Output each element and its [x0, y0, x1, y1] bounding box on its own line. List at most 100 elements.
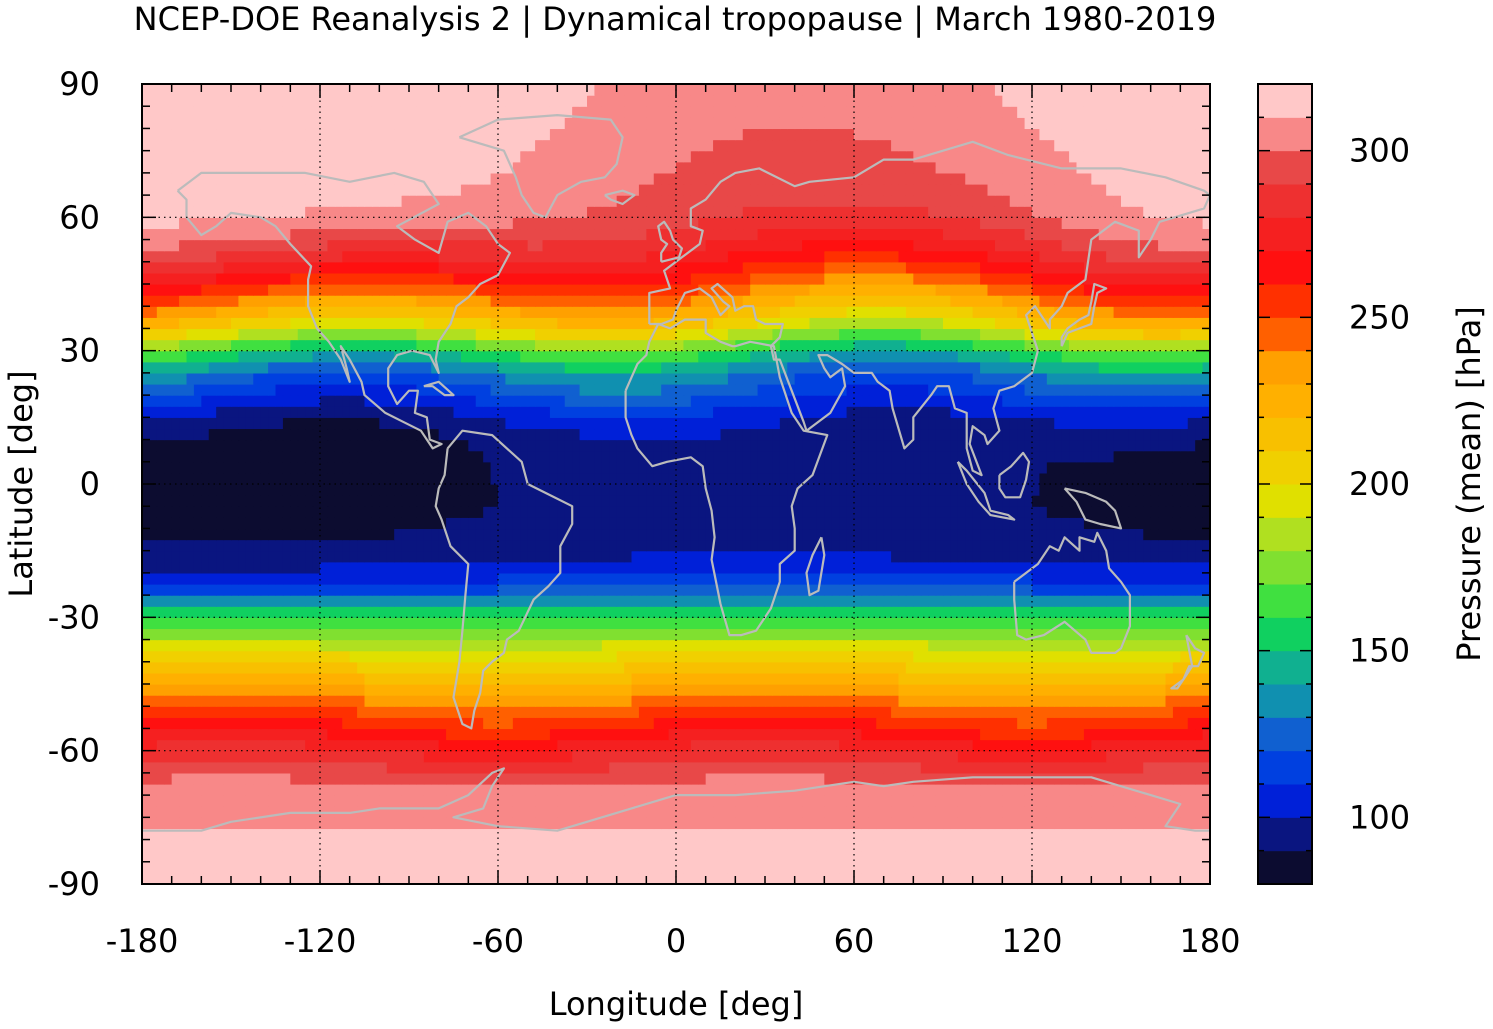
field-cell: [142, 595, 151, 607]
field-cell: [816, 661, 825, 674]
field-cell: [854, 828, 863, 841]
field-cell: [468, 795, 477, 807]
field-cell: [253, 695, 262, 707]
field-cell: [920, 706, 929, 718]
field-cell: [683, 572, 692, 585]
field-cell: [905, 806, 914, 818]
field-cell: [305, 772, 314, 785]
field-cell: [928, 728, 937, 741]
field-cell: [349, 495, 358, 507]
field-cell: [149, 772, 158, 785]
field-cell: [564, 739, 573, 752]
field-cell: [297, 839, 306, 852]
field-cell: [854, 739, 863, 752]
field-cell: [676, 695, 685, 707]
field-cell: [460, 728, 469, 741]
field-cell: [282, 661, 291, 674]
field-cell: [253, 684, 262, 696]
field-cell: [1150, 661, 1159, 674]
field-cell: [943, 561, 952, 574]
field-cell: [305, 584, 314, 596]
field-cell: [1113, 539, 1122, 552]
field-cell: [713, 861, 722, 874]
field-cell: [527, 772, 536, 785]
field-cell: [334, 695, 343, 707]
field-cell: [475, 728, 484, 741]
field-cell: [549, 495, 558, 507]
field-cell: [208, 606, 217, 618]
field-cell: [1180, 861, 1189, 874]
field-cell: [238, 850, 247, 863]
field-cell: [1195, 661, 1204, 674]
field-cell: [1128, 517, 1137, 530]
field-cell: [698, 606, 707, 618]
field-cell: [609, 828, 618, 841]
field-cell: [757, 506, 766, 518]
field-cell: [483, 728, 492, 741]
field-cell: [891, 584, 900, 596]
field-cell: [186, 772, 195, 785]
field-cell: [883, 495, 892, 507]
field-cell: [601, 784, 610, 796]
field-cell: [920, 850, 929, 863]
field-cell: [1106, 639, 1115, 652]
field-cell: [557, 584, 566, 596]
field-cell: [987, 617, 996, 630]
field-cell: [193, 717, 202, 730]
field-cell: [661, 750, 670, 763]
field-cell: [631, 784, 640, 796]
field-cell: [512, 639, 521, 652]
field-cell: [505, 695, 514, 707]
field-cell: [1032, 584, 1041, 596]
field-cell: [1054, 728, 1063, 741]
field-cell: [520, 561, 529, 574]
field-cell: [409, 850, 418, 863]
field-cell: [720, 650, 729, 663]
field-cell: [557, 706, 566, 718]
field-cell: [994, 639, 1003, 652]
field-cell: [698, 550, 707, 563]
field-cell: [601, 506, 610, 518]
field-cell: [1061, 639, 1070, 652]
field-cell: [572, 539, 581, 552]
field-cell: [512, 628, 521, 641]
field-cell: [854, 572, 863, 585]
field-cell: [935, 595, 944, 607]
field-cell: [587, 606, 596, 618]
field-cell: [253, 495, 262, 507]
field-cell: [401, 528, 410, 541]
field-cell: [179, 828, 188, 841]
field-cell: [179, 839, 188, 852]
field-cell: [779, 695, 788, 707]
field-cell: [1165, 550, 1174, 563]
field-cell: [609, 706, 618, 718]
field-cell: [245, 784, 254, 796]
field-cell: [290, 550, 299, 563]
field-cell: [401, 739, 410, 752]
field-cell: [142, 495, 151, 507]
field-cell: [831, 672, 840, 685]
field-cell: [683, 828, 692, 841]
field-cell: [564, 606, 573, 618]
field-cell: [750, 839, 759, 852]
field-cell: [238, 495, 247, 507]
field-cell: [542, 672, 551, 685]
field-cell: [1054, 628, 1063, 641]
field-cell: [327, 628, 336, 641]
field-cell: [468, 584, 477, 596]
field-cell: [364, 672, 373, 685]
field-cell: [690, 584, 699, 596]
field-cell: [661, 817, 670, 830]
field-cell: [920, 595, 929, 607]
field-cell: [957, 817, 966, 830]
field-cell: [579, 761, 588, 774]
field-cell: [245, 572, 254, 585]
field-cell: [512, 772, 521, 785]
field-cell: [1009, 772, 1018, 785]
field-cell: [742, 761, 751, 774]
field-cell: [193, 750, 202, 763]
field-cell: [891, 639, 900, 652]
field-cell: [231, 695, 240, 707]
field-cell: [735, 528, 744, 541]
field-cell: [505, 872, 514, 884]
